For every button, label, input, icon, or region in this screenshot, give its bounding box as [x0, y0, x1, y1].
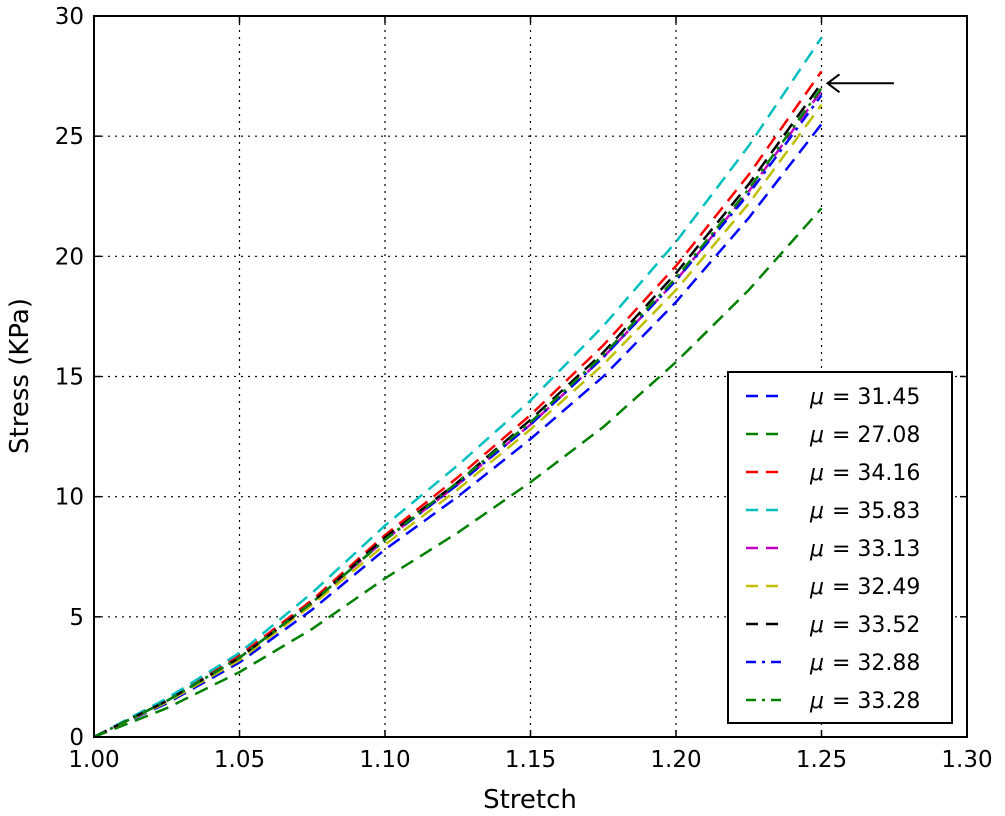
legend-mu-symbol: μ	[809, 651, 824, 676]
y-tick-label: 0	[69, 725, 84, 751]
series-line-6	[93, 104, 823, 739]
series-line-4	[93, 36, 823, 739]
arrow-annotation	[825, 73, 894, 94]
legend-label: = 32.49	[832, 575, 920, 600]
legend-mu-symbol: μ	[809, 461, 824, 486]
legend-label: = 27.08	[832, 423, 920, 448]
y-tick-label: 25	[55, 124, 84, 150]
legend-label: = 33.52	[832, 613, 920, 638]
legend-mu-symbol: μ	[809, 613, 824, 638]
x-tick-label: 1.05	[214, 747, 265, 773]
y-tick-labels: 0 5 10 15 20 25 30	[55, 4, 84, 751]
legend-label: = 35.83	[832, 499, 920, 524]
grid-lines	[94, 16, 967, 737]
legend-mu-symbol: μ	[809, 689, 824, 714]
legend-label: = 31.45	[832, 385, 920, 410]
series-line-2	[93, 207, 823, 739]
x-tick-label: 1.30	[941, 747, 992, 773]
legend-mu-symbol: μ	[809, 575, 824, 600]
x-tick-label: 1.20	[650, 747, 701, 773]
legend-mu-symbol: μ	[809, 499, 824, 524]
x-tick-label: 1.15	[505, 747, 556, 773]
y-axis-label: Stress (KPa)	[5, 298, 35, 454]
axis-ticks	[93, 15, 968, 738]
series-line-9	[93, 87, 823, 739]
legend-label: = 32.88	[832, 651, 920, 676]
legend-mu-symbol: μ	[809, 423, 824, 448]
legend-box	[727, 371, 953, 724]
y-tick-label: 20	[55, 244, 84, 270]
x-axis-label: Stretch	[483, 785, 577, 815]
series-line-1	[93, 123, 823, 739]
legend-mu-symbol: μ	[809, 537, 824, 562]
x-tick-labels: 1.00 1.05 1.10 1.15 1.20 1.25 1.30	[68, 747, 992, 773]
x-tick-label: 1.00	[68, 747, 119, 773]
series-lines	[93, 36, 823, 739]
x-tick-label: 1.25	[796, 747, 847, 773]
x-tick-label: 1.10	[359, 747, 410, 773]
arrow-head	[825, 73, 841, 94]
legend-label: = 33.28	[832, 689, 920, 714]
series-line-3	[93, 70, 823, 739]
y-tick-label: 5	[69, 605, 84, 631]
y-tick-label: 15	[55, 365, 84, 391]
legend: μ = 31.45 μ = 27.08 μ = 34.16 μ = 35.83 μ = 33.13…	[727, 371, 953, 724]
y-tick-label: 10	[55, 485, 84, 511]
legend-mu-symbol: μ	[809, 385, 824, 410]
y-tick-label: 30	[55, 4, 84, 30]
legend-label: = 34.16	[832, 461, 920, 486]
legend-label: = 33.13	[832, 537, 920, 562]
